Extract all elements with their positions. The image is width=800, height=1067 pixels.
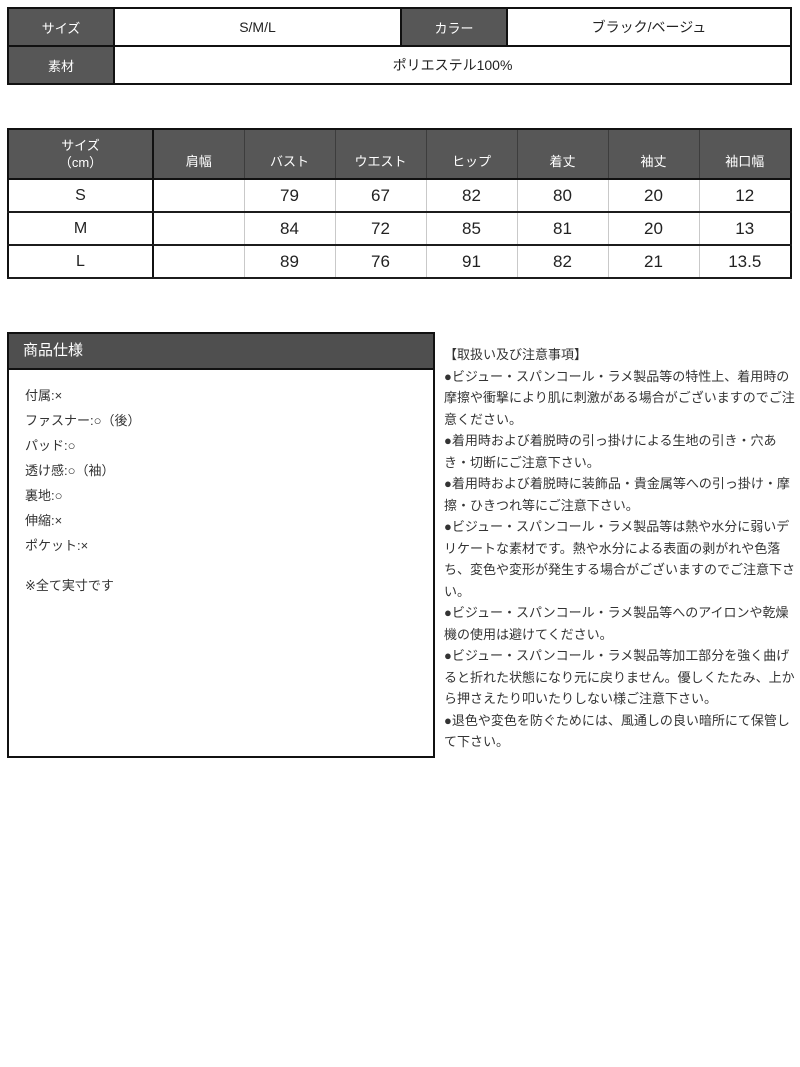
- size-chart-row-m: M 84 72 85 81 20 13: [7, 211, 792, 246]
- size-row-label: S: [7, 178, 154, 213]
- size-cell: 80: [516, 178, 609, 213]
- product-spec-box: 商品仕様 付属:× ファスナー:○（後） パッド:○ 透け感:○（袖） 裏地:○…: [7, 332, 435, 758]
- spec-item: ファスナー:○（後）: [25, 413, 141, 428]
- size-cell: 20: [607, 178, 700, 213]
- care-note: ●着用時および着脱時の引っ掛けによる生地の引き・穴あき・切断にご注意下さい。: [444, 433, 777, 470]
- size-chart-table: サイズ （cm） 肩幅 バスト ウエスト ヒップ 着丈 袖丈 袖口幅 S 79 …: [7, 128, 792, 279]
- size-chart-header-cuff: 袖口幅: [698, 128, 792, 180]
- size-cell: 20: [607, 211, 700, 246]
- size-chart-header-waist: ウエスト: [334, 128, 427, 180]
- size-row-label: L: [7, 244, 154, 279]
- size-cell: [152, 178, 245, 213]
- size-chart-header-hip: ヒップ: [425, 128, 518, 180]
- size-cell: 81: [516, 211, 609, 246]
- color-label-cell: カラー: [400, 7, 508, 47]
- size-cell: 12: [698, 178, 792, 213]
- size-chart-header-size-line1: サイズ: [61, 138, 100, 153]
- color-value-cell: ブラック/ベージュ: [506, 7, 792, 47]
- size-chart-header-size: サイズ （cm）: [7, 128, 154, 180]
- size-cell: 85: [425, 211, 518, 246]
- summary-row-material: 素材 ポリエステル100%: [7, 45, 792, 85]
- care-note: ●ビジュー・スパンコール・ラメ製品等加工部分を強く曲げると折れた状態になり元に戻…: [444, 648, 795, 706]
- size-cell: 91: [425, 244, 518, 279]
- spec-item: ポケット:×: [25, 538, 89, 553]
- size-cell: 82: [516, 244, 609, 279]
- size-value-cell: S/M/L: [113, 7, 402, 47]
- size-cell: 67: [334, 178, 427, 213]
- spec-item: パッド:○: [25, 438, 76, 453]
- size-cell: 82: [425, 178, 518, 213]
- spec-item: 透け感:○（袖）: [25, 463, 115, 478]
- size-chart-row-l: L 89 76 91 82 21 13.5: [7, 244, 792, 279]
- size-cell: 13: [698, 211, 792, 246]
- care-notes-title: 【取扱い及び注意事項】: [444, 347, 588, 362]
- size-cell: 76: [334, 244, 427, 279]
- care-notes: 【取扱い及び注意事項】 ●ビジュー・スパンコール・ラメ製品等の特性上、着用時の摩…: [444, 344, 797, 753]
- size-cell: 13.5: [698, 244, 792, 279]
- summary-row-size-color: サイズ S/M/L カラー ブラック/ベージュ: [7, 7, 792, 47]
- size-cell: 79: [243, 178, 336, 213]
- spec-item: 伸縮:×: [25, 513, 63, 528]
- size-cell: [152, 244, 245, 279]
- size-cell: 89: [243, 244, 336, 279]
- material-label-cell: 素材: [7, 45, 115, 85]
- size-cell: 84: [243, 211, 336, 246]
- size-chart-header-row: サイズ （cm） 肩幅 バスト ウエスト ヒップ 着丈 袖丈 袖口幅: [7, 128, 792, 180]
- size-label-cell: サイズ: [7, 7, 115, 47]
- size-chart-header-bust: バスト: [243, 128, 336, 180]
- care-note: ●ビジュー・スパンコール・ラメ製品等へのアイロンや乾燥機の使用は避けてください。: [444, 605, 789, 642]
- size-row-label: M: [7, 211, 154, 246]
- size-chart-header-length: 着丈: [516, 128, 609, 180]
- spec-item: 付属:×: [25, 388, 63, 403]
- size-chart-header-sleeve: 袖丈: [607, 128, 700, 180]
- size-chart-row-s: S 79 67 82 80 20 12: [7, 178, 792, 213]
- size-chart-header-size-line2: （cm）: [58, 155, 103, 170]
- spec-measure-note: ※全て実寸です: [25, 578, 114, 593]
- size-cell: 21: [607, 244, 700, 279]
- spec-item: 裏地:○: [25, 488, 63, 503]
- size-chart-header-shoulder: 肩幅: [152, 128, 245, 180]
- summary-table: サイズ S/M/L カラー ブラック/ベージュ 素材 ポリエステル100%: [7, 7, 792, 85]
- care-note: ●着用時および着脱時に装飾品・貴金属等への引っ掛け・摩擦・ひきつれ等にご注意下さ…: [444, 476, 790, 513]
- spec-box-body: 付属:× ファスナー:○（後） パッド:○ 透け感:○（袖） 裏地:○ 伸縮:×…: [9, 370, 433, 611]
- care-note: ●ビジュー・スパンコール・ラメ製品等は熱や水分に弱いデリケートな素材です。熱や水…: [444, 519, 796, 599]
- size-cell: 72: [334, 211, 427, 246]
- spec-box-title: 商品仕様: [9, 334, 433, 370]
- care-note: ●退色や変色を防ぐためには、風通しの良い暗所にて保管して下さい。: [444, 712, 790, 750]
- size-cell: [152, 211, 245, 246]
- material-value-cell: ポリエステル100%: [113, 45, 792, 85]
- care-note: ●ビジュー・スパンコール・ラメ製品等の特性上、着用時の摩擦や衝撃により肌に刺激が…: [444, 368, 795, 427]
